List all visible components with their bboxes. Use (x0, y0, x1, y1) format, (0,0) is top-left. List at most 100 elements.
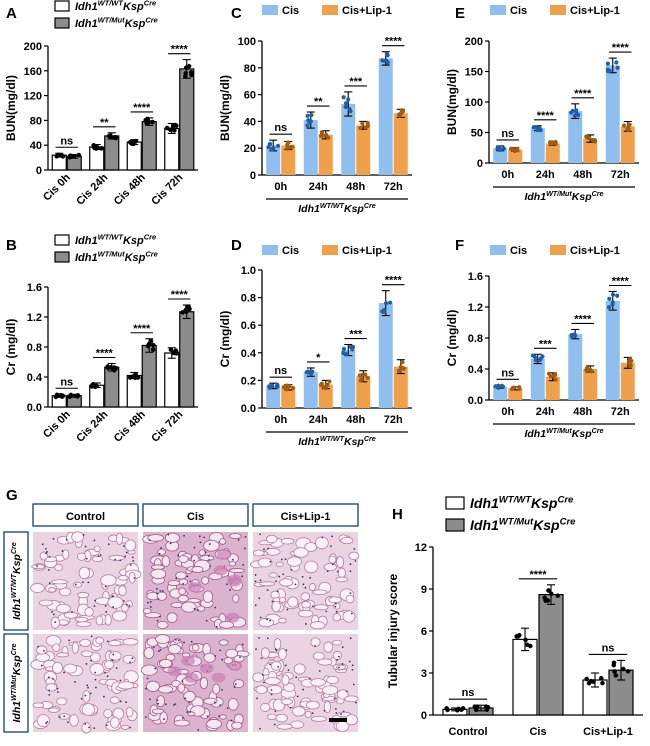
tubule (332, 650, 342, 660)
nucleus (311, 712, 314, 715)
tubule (82, 690, 91, 703)
x-tick-label: 48h (346, 414, 365, 426)
nucleus (349, 563, 352, 566)
tubule (336, 664, 346, 671)
tubule (118, 585, 127, 597)
nucleus (209, 565, 212, 568)
nucleus (204, 551, 207, 554)
panel-label-b: B (6, 237, 17, 254)
data-point (172, 127, 177, 133)
data-point (523, 637, 528, 643)
tubule (293, 663, 306, 675)
tubule (252, 672, 265, 683)
genotype-part: Idh1 (524, 191, 546, 203)
y-tick-label: 50 (471, 128, 483, 140)
tubule (156, 620, 169, 629)
legend-swatch (445, 518, 465, 532)
tubule (323, 641, 334, 653)
tubule (45, 683, 58, 692)
scale-bar (329, 718, 347, 722)
nucleus (87, 686, 89, 689)
cast (211, 672, 226, 683)
nucleus (331, 563, 334, 566)
genotype-part: WT/WT (98, 233, 125, 242)
data-point (514, 634, 519, 639)
data-point (605, 61, 611, 66)
nucleus (148, 539, 151, 542)
significance-label: *** (349, 76, 363, 88)
panel-label-f: F (455, 237, 464, 254)
genotype-part: Cre (592, 190, 604, 198)
data-point (621, 666, 626, 672)
data-point (150, 119, 155, 125)
bar (281, 387, 296, 408)
nucleus (80, 697, 83, 700)
tubule (266, 713, 278, 720)
data-point (183, 65, 189, 70)
tubule (62, 549, 70, 560)
genotype-part: Idh1 (298, 203, 320, 215)
tubule (84, 607, 94, 617)
nucleus (47, 569, 50, 571)
nucleus (44, 547, 47, 550)
tubule (93, 545, 101, 553)
histology-image (252, 634, 359, 732)
data-point (546, 371, 552, 376)
nucleus (105, 611, 108, 613)
genotype-part: Idh1 (75, 18, 98, 30)
nucleus (111, 659, 114, 661)
tubule (107, 596, 124, 609)
y-tick-label: 150 (465, 67, 483, 79)
nucleus (104, 604, 107, 607)
nucleus (214, 655, 217, 657)
x-tick-label: Cis+Lip-1 (583, 726, 633, 738)
data-point (274, 384, 279, 389)
data-point (304, 370, 309, 375)
nucleus (177, 554, 180, 557)
nucleus (304, 623, 307, 625)
nucleus (270, 693, 273, 696)
data-point (89, 384, 95, 389)
nucleus (89, 692, 92, 695)
nucleus (244, 547, 246, 550)
tubule (196, 605, 206, 612)
nucleus (197, 729, 200, 731)
data-point (59, 153, 65, 159)
nucleus (215, 625, 218, 628)
tubule (143, 647, 155, 660)
data-point (357, 373, 362, 378)
tubule (95, 615, 104, 626)
nucleus (155, 588, 158, 590)
nucleus (354, 560, 357, 562)
bar (104, 366, 120, 408)
nucleus (133, 577, 136, 579)
y-tick-label: 3 (421, 668, 427, 680)
chart-panel-b: B 0.0 0.4 0.8 1.2 1.6 Cr (mg/dl) ns Cis 0h **** Ci… (4, 233, 198, 445)
data-point (271, 145, 276, 151)
data-point (621, 123, 627, 128)
y-tick-label: 120 (24, 91, 42, 103)
tubule (124, 539, 137, 552)
data-point (611, 662, 617, 668)
data-point (341, 346, 347, 352)
genotype-part: Idh1 (524, 428, 546, 440)
tubule (103, 708, 113, 719)
nucleus (351, 664, 354, 667)
data-point (613, 673, 619, 678)
histology-image (142, 532, 248, 630)
tubule (89, 663, 105, 676)
tubule (31, 564, 46, 570)
tubule (279, 578, 294, 587)
bar (605, 300, 620, 400)
bar (104, 135, 120, 171)
data-point (401, 366, 406, 371)
x-tick-label: Cis 72h (149, 408, 185, 444)
genotype-part: WT/Mut (546, 427, 572, 435)
y-tick-label: 1.0 (241, 265, 256, 277)
tubule (121, 603, 129, 613)
tubule (206, 718, 223, 729)
genotype-part: WT/Mut (98, 16, 125, 25)
genotype-part: WT/WT (320, 202, 345, 210)
nucleus (345, 690, 348, 693)
y-tick-label: 0.0 (27, 402, 42, 414)
